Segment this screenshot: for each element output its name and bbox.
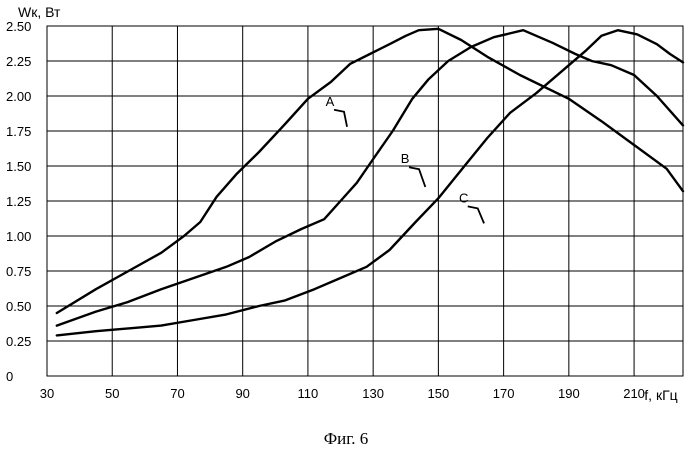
x-tick-label: 50 bbox=[105, 386, 119, 401]
series-label-leader bbox=[334, 110, 347, 127]
y-tick-label: 2.50 bbox=[6, 19, 31, 34]
x-tick-label: 30 bbox=[40, 386, 54, 401]
series-label-leader bbox=[468, 206, 484, 223]
x-tick-label: 70 bbox=[170, 386, 184, 401]
series-a: A bbox=[57, 29, 683, 313]
series-label: B bbox=[401, 151, 410, 166]
series-line-c bbox=[57, 30, 683, 335]
series-b: B bbox=[57, 30, 683, 325]
series-label: A bbox=[326, 94, 335, 109]
x-tick-label: 190 bbox=[558, 386, 580, 401]
y-tick-label: 2.00 bbox=[6, 89, 31, 104]
x-tick-label: 130 bbox=[362, 386, 384, 401]
y-tick-label: 2.25 bbox=[6, 54, 31, 69]
series-line-b bbox=[57, 30, 683, 325]
x-tick-label: 90 bbox=[235, 386, 249, 401]
y-tick-label: 0 bbox=[6, 369, 13, 384]
y-tick-label: 1.25 bbox=[6, 194, 31, 209]
series-line-a bbox=[57, 29, 683, 313]
figure-caption: Фиг. 6 bbox=[324, 429, 369, 448]
y-tick-label: 1.50 bbox=[6, 159, 31, 174]
series-label-leader bbox=[409, 167, 425, 187]
x-tick-label: 150 bbox=[428, 386, 450, 401]
y-axis-title: Wк, Вт bbox=[18, 4, 61, 20]
series-layer: A B C bbox=[57, 29, 683, 336]
chart: 30 50 70 90 110 130 150 170 190 210 0 0.25 0.50 0.75 1… bbox=[0, 0, 700, 453]
x-tick-label: 210 bbox=[623, 386, 645, 401]
series-label: C bbox=[459, 190, 468, 205]
y-tick-label: 0.25 bbox=[6, 334, 31, 349]
x-tick-label: 170 bbox=[493, 386, 515, 401]
tick-labels: 30 50 70 90 110 130 150 170 190 210 0 0.25 0.50 0.75 1… bbox=[6, 19, 645, 401]
grid bbox=[47, 26, 683, 376]
x-axis-title: f, кГц bbox=[644, 387, 677, 403]
y-tick-label: 0.75 bbox=[6, 264, 31, 279]
y-tick-label: 1.00 bbox=[6, 229, 31, 244]
y-tick-label: 0.50 bbox=[6, 299, 31, 314]
x-tick-label: 110 bbox=[298, 386, 319, 401]
y-tick-label: 1.75 bbox=[6, 124, 31, 139]
series-c: C bbox=[57, 30, 683, 335]
